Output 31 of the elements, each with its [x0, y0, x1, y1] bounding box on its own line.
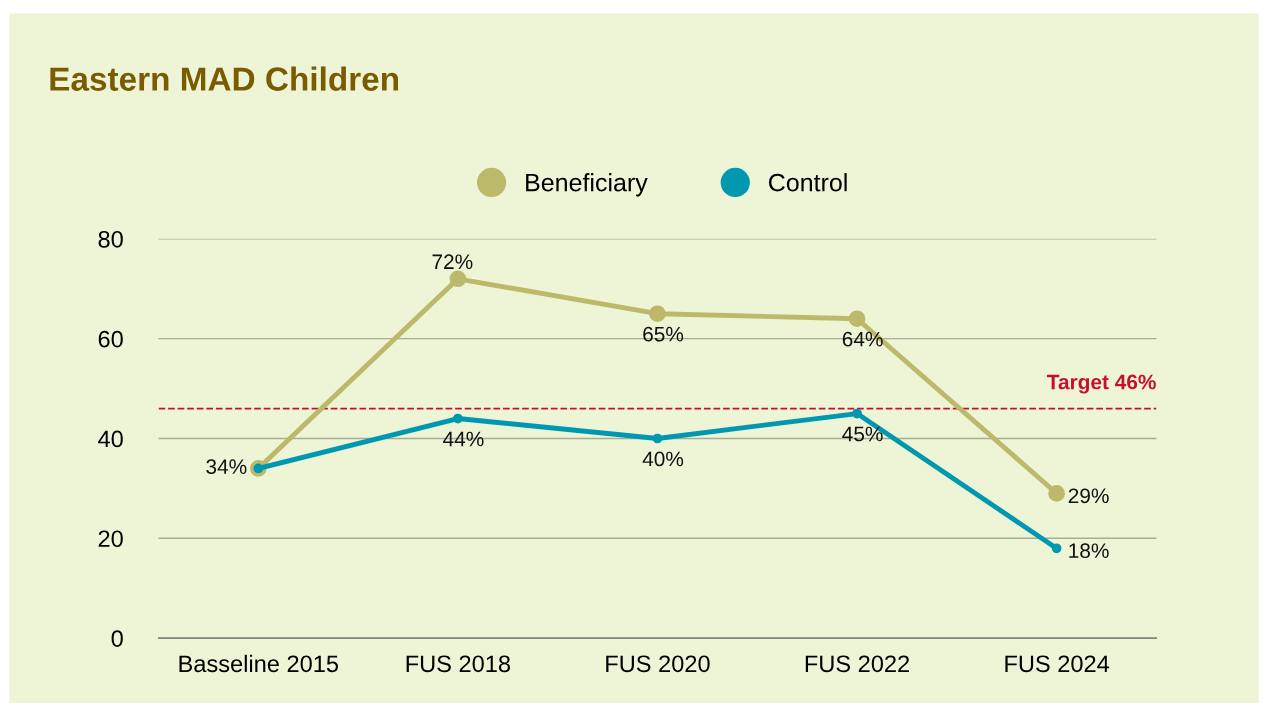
y-tick-label: 60 — [98, 330, 123, 348]
data-label: 45% — [842, 426, 883, 442]
data-label: 29% — [1068, 488, 1109, 504]
point — [449, 270, 467, 288]
y-tick-label: 40 — [98, 430, 123, 448]
point — [649, 305, 666, 323]
ref-line-label: Target 46% — [1047, 374, 1156, 394]
data-label: 65% — [643, 326, 684, 342]
y-tick-label: 80 — [98, 230, 123, 248]
point — [1051, 543, 1062, 554]
data-label: 64% — [842, 331, 883, 347]
y-tick-label: 20 — [98, 530, 123, 548]
point — [852, 408, 862, 419]
point — [652, 433, 663, 444]
y-tick-label: 0 — [111, 630, 123, 647]
data-label: 72% — [432, 254, 473, 270]
x-tick-label: Basseline 2015 — [179, 654, 339, 673]
data-label: 44% — [443, 431, 484, 447]
point — [453, 413, 463, 424]
data-label: 40% — [642, 451, 684, 467]
point — [848, 310, 866, 328]
x-tick-label: FUS 2022 — [805, 655, 910, 673]
point — [1048, 485, 1065, 502]
x-tick-label: FUS 2018 — [406, 655, 510, 673]
x-tick-label: FUS 2024 — [1005, 655, 1110, 673]
data-label: 18% — [1069, 543, 1109, 559]
legend-label: Beneficiary — [526, 173, 648, 197]
x-tick-label: FUS 2020 — [606, 655, 710, 673]
data-label: 34% — [206, 459, 247, 475]
legend-label: Control — [769, 173, 847, 192]
chart-title: Eastern MAD Children — [50, 66, 399, 91]
